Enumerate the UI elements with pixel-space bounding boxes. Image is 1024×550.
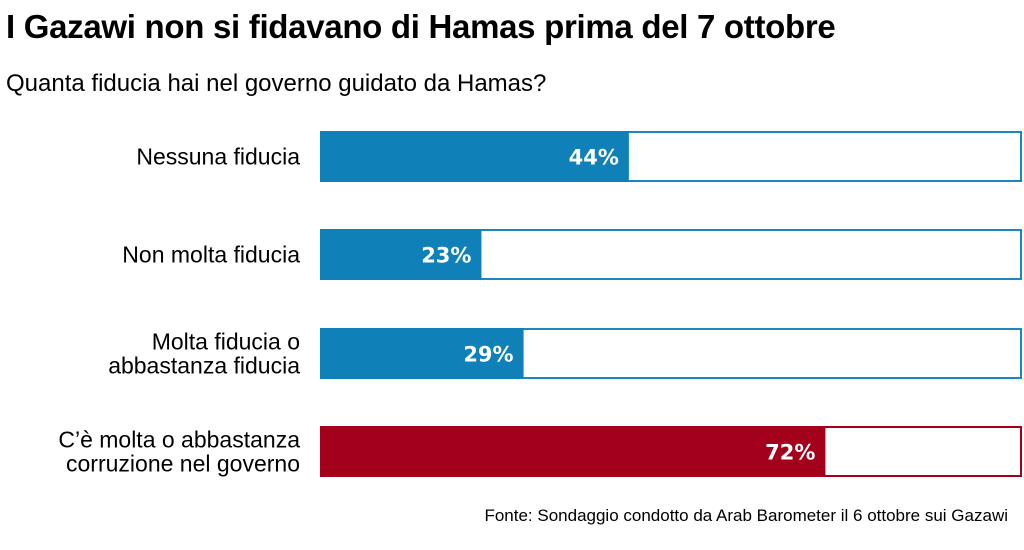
category-label: Non molta fiducia xyxy=(122,242,300,268)
value-label: 29% xyxy=(463,343,513,367)
category-label-line: C’è molta o abbastanza xyxy=(58,427,300,453)
bar xyxy=(320,426,826,477)
category-label-line: Molta fiducia o xyxy=(152,329,300,355)
category-label-line: Non molta fiducia xyxy=(122,242,300,268)
chart-title: I Gazawi non si fidavano di Hamas prima … xyxy=(6,8,836,45)
bar-row: 72% C’è molta o abbastanza corruzione nel … xyxy=(58,426,1022,477)
category-label-line: corruzione nel governo xyxy=(66,451,300,477)
source-note: Fonte: Sondaggio condotto da Arab Barome… xyxy=(484,506,1008,525)
bar-row: 23% Non molta fiducia xyxy=(122,229,1022,280)
category-label-line: Nessuna fiducia xyxy=(136,144,300,170)
chart-subtitle: Quanta fiducia hai nel governo guidato d… xyxy=(6,70,547,97)
category-label: Molta fiducia o abbastanza fiducia xyxy=(108,329,300,379)
value-label: 44% xyxy=(569,146,619,170)
bar-row: 29% Molta fiducia o abbastanza fiducia xyxy=(108,328,1022,379)
value-label: 23% xyxy=(421,244,471,268)
category-label: C’è molta o abbastanza corruzione nel gov… xyxy=(58,427,300,477)
bar xyxy=(320,131,629,182)
bar-row: 44% Nessuna fiducia xyxy=(136,131,1022,182)
category-label-line: abbastanza fiducia xyxy=(108,353,300,379)
bar xyxy=(320,328,524,379)
bar xyxy=(320,229,482,280)
category-label: Nessuna fiducia xyxy=(136,144,300,170)
value-label: 72% xyxy=(765,441,815,465)
